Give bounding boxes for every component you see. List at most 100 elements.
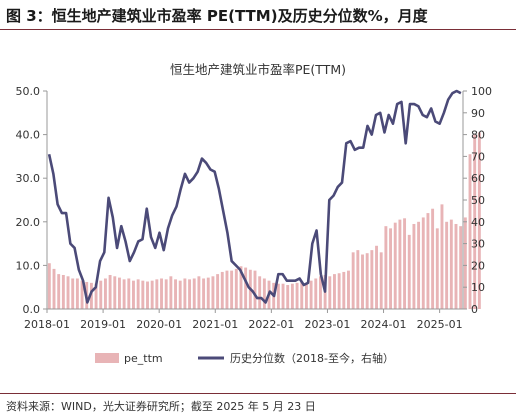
source-note: 资料来源：WIND，光大证券研究所；截至 2025 年 5 月 23 日 xyxy=(6,400,316,413)
pe-chart: 恒生地产建筑业市盈率PE(TTM) 0.0 10.0 20.0 30.0 40.0 50.… xyxy=(16,62,493,365)
pe-bar xyxy=(407,234,411,309)
pe-bar xyxy=(445,221,449,309)
pe-bar xyxy=(286,285,290,309)
pe-bar xyxy=(258,276,262,309)
pe-bar xyxy=(220,271,224,309)
pe-bar xyxy=(253,270,257,309)
pe-bar xyxy=(333,274,336,309)
pe-bar xyxy=(473,134,477,309)
x-tick-label: 2021-01 xyxy=(192,318,238,331)
pe-bar xyxy=(225,270,229,309)
x-tick-label: 2020-01 xyxy=(136,318,182,331)
pe-bar xyxy=(136,279,140,309)
pe-bar xyxy=(309,280,313,309)
chart-title: 恒生地产建筑业市盈率PE(TTM) xyxy=(170,62,346,77)
pe-bar xyxy=(211,276,215,309)
pe-bar xyxy=(122,279,126,309)
pe-bar xyxy=(384,226,388,309)
pe-bar xyxy=(155,279,159,309)
pe-bar xyxy=(127,278,131,309)
right-tick-label: 20 xyxy=(471,259,485,272)
pe-bar xyxy=(356,250,360,309)
right-tick-label: 40 xyxy=(471,216,485,229)
pe-bar xyxy=(389,228,392,309)
pe-bar xyxy=(230,270,234,309)
left-tick-label: 10.0 xyxy=(16,259,41,272)
pe-bar xyxy=(188,279,192,309)
pe-bar xyxy=(61,274,65,309)
pe-bar xyxy=(393,222,397,309)
right-tick-label: 0 xyxy=(471,303,478,316)
pe-bar xyxy=(57,274,61,309)
pe-bar xyxy=(75,278,79,309)
pe-bar xyxy=(300,281,304,309)
pe-bar xyxy=(463,217,467,309)
left-tick-label: 20.0 xyxy=(16,216,41,229)
right-tick-label: 70 xyxy=(471,150,485,163)
pe-bar xyxy=(449,219,453,309)
pe-bar xyxy=(103,278,107,309)
pe-bar xyxy=(276,283,280,309)
pe-bar xyxy=(164,279,168,309)
pe-bar xyxy=(146,281,149,309)
pe-bar xyxy=(477,132,481,309)
pe-bar xyxy=(169,276,173,309)
pe-bar xyxy=(435,228,439,309)
x-tick-label: 2018-01 xyxy=(24,318,70,331)
pe-bar xyxy=(398,219,402,309)
pe-bar xyxy=(150,280,154,309)
pe-bar xyxy=(206,277,210,309)
pe-bar xyxy=(440,204,444,309)
left-tick-label: 50.0 xyxy=(16,85,41,98)
pe-bar xyxy=(178,280,182,309)
x-tick-label: 2024-01 xyxy=(361,318,407,331)
source-rule xyxy=(0,393,516,394)
title-rule xyxy=(0,29,516,30)
pe-bar xyxy=(244,267,248,309)
pe-bar xyxy=(290,283,294,309)
pe-bar xyxy=(47,263,51,309)
pe-bar xyxy=(174,279,177,309)
pe-bar xyxy=(108,274,112,309)
pe-bar xyxy=(99,280,103,309)
chart-legend: pe_ttm 历史分位数（2018-至今，右轴） xyxy=(95,351,394,365)
pe-bar xyxy=(342,271,346,309)
chart-axes: 0.0 10.0 20.0 30.0 40.0 50.0 0 10 20 30 40 50 60 70 80… xyxy=(16,85,493,331)
pe-bar xyxy=(370,250,374,309)
left-tick-label: 0.0 xyxy=(23,303,41,316)
pe-bar xyxy=(183,278,187,309)
left-tick-label: 30.0 xyxy=(16,172,41,185)
pe-bar xyxy=(202,278,206,309)
pe-bar xyxy=(379,252,383,309)
pe-bar xyxy=(459,226,463,309)
pe-bar xyxy=(216,274,220,309)
pe-bar xyxy=(365,253,369,309)
left-tick-label: 40.0 xyxy=(16,129,41,142)
pe-bar xyxy=(314,278,318,309)
pe-bar xyxy=(403,218,407,309)
right-tick-label: 50 xyxy=(471,194,485,207)
pe-bar xyxy=(431,208,435,309)
pe-bar xyxy=(89,282,93,309)
right-tick-label: 30 xyxy=(471,238,485,251)
x-tick-label: 2022-01 xyxy=(248,318,294,331)
pe-bar xyxy=(328,276,332,309)
pe-bar xyxy=(468,154,472,309)
pe-bar xyxy=(426,213,430,309)
right-tick-label: 90 xyxy=(471,107,485,120)
pe-bar xyxy=(94,283,98,309)
pe-bar xyxy=(80,280,84,309)
x-tick-label: 2025-01 xyxy=(417,318,463,331)
pe-bar xyxy=(295,282,299,309)
pe-bar xyxy=(118,277,121,309)
right-tick-label: 10 xyxy=(471,281,485,294)
pe-bar xyxy=(454,223,458,309)
pe-bar xyxy=(375,245,378,309)
pe-bar xyxy=(262,278,266,309)
percentile-line-group xyxy=(47,89,462,304)
pe-bar xyxy=(347,270,350,309)
pe-bar xyxy=(141,280,145,309)
x-tick-label: 2023-01 xyxy=(304,318,350,331)
percentile-line xyxy=(47,89,462,304)
pe-bar xyxy=(52,268,56,309)
